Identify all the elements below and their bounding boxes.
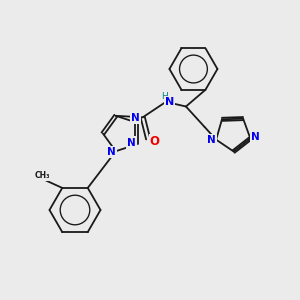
Text: N: N <box>131 113 140 123</box>
Text: N: N <box>251 132 260 142</box>
Text: N: N <box>107 147 116 157</box>
Text: CH₃: CH₃ <box>34 170 50 179</box>
Text: H: H <box>162 92 168 101</box>
Text: N: N <box>165 97 174 107</box>
Text: N: N <box>128 138 136 148</box>
Text: O: O <box>150 135 160 148</box>
Text: N: N <box>207 135 216 145</box>
